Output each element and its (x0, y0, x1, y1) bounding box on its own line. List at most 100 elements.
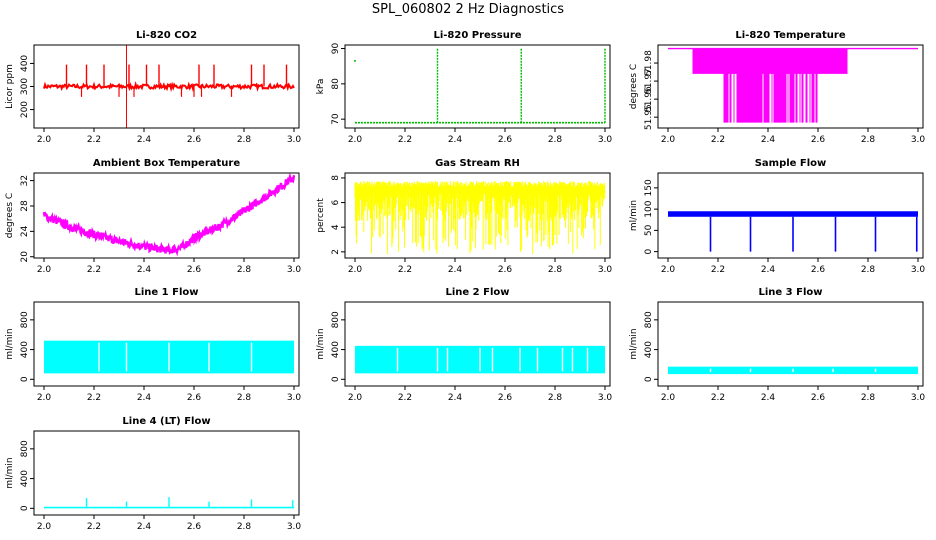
y-tick-label: 6 (331, 199, 341, 205)
y-tick-label: 90 (331, 43, 341, 55)
x-tick-label: 2.2 (398, 135, 412, 145)
y-tick-label: 0 (20, 376, 30, 382)
panel-pressure: Li-820 Pressure 2.0 2.2 2.4 2.6 2.8 3.0 70 80 90 k… (316, 30, 612, 145)
panel-rh: Gas Stream RH 2.0 2.2 2.4 2.6 2.8 3.0 2 4 6 8 perce… (316, 158, 612, 275)
x-tick-label: 2.0 (661, 265, 676, 275)
panel-title: Line 2 Flow (446, 287, 510, 298)
co2-series (43, 80, 295, 93)
box-temp-series (42, 173, 296, 257)
x-tick-label: 2.2 (711, 393, 725, 403)
y-axis-label: ml/min (316, 328, 326, 359)
y-tick-label: 70 (331, 113, 341, 125)
x-tick-label: 2.6 (811, 393, 826, 403)
x-tick-label: 2.8 (237, 522, 252, 532)
x-tick-label: 2.2 (711, 135, 725, 145)
panel-title: Li-820 CO2 (136, 30, 197, 41)
x-tick-label: 2.6 (498, 265, 513, 275)
x-tick-label: 2.4 (448, 393, 463, 403)
data-layer (43, 45, 295, 128)
x-tick-label: 2.4 (761, 393, 776, 403)
data-layer (44, 497, 294, 509)
x-tick-label: 2.8 (861, 393, 876, 403)
x-tick-label: 2.8 (861, 135, 876, 145)
y-axis-label: ml/min (629, 200, 639, 231)
x-tick-label: 2.0 (37, 393, 52, 403)
x-tick-label: 2.4 (137, 265, 152, 275)
x-tick-label: 3.0 (287, 135, 302, 145)
plot-frame (33, 172, 300, 259)
y-tick-label: 50 (644, 224, 654, 236)
y-tick-label: 28 (20, 200, 30, 212)
x-tick-label: 2.8 (237, 135, 252, 145)
x-tick-label: 2.4 (137, 393, 152, 403)
data-layer (354, 181, 606, 255)
y-axis-label: Licor ppm (5, 64, 15, 109)
x-tick-label: 2.4 (448, 265, 463, 275)
plot-frame (344, 44, 611, 129)
panel-title: Ambient Box Temperature (93, 158, 240, 169)
x-tick-label: 2.4 (761, 135, 776, 145)
panel-line2: Line 2 Flow 2.0 2.2 2.4 2.6 2.8 3.0 0 400 800 ml/m… (316, 287, 612, 403)
x-tick-label: 2.8 (237, 265, 252, 275)
y-axis-label: kPa (316, 79, 326, 95)
data-layer (668, 47, 918, 123)
y-tick-label: 0 (20, 505, 30, 511)
x-tick-label: 2.0 (348, 265, 363, 275)
y-tick-label: 80 (331, 78, 341, 90)
y-tick-label: 800 (20, 311, 30, 328)
x-tick-label: 3.0 (598, 265, 613, 275)
plot-frame (657, 44, 924, 129)
y-tick-label: 2 (331, 249, 341, 255)
x-tick-label: 3.0 (911, 135, 926, 145)
x-tick-label: 2.2 (87, 522, 101, 532)
x-tick-label: 3.0 (911, 265, 926, 275)
y-tick-label: 51.95 (644, 104, 654, 130)
y-axis-label: ml/min (629, 328, 639, 359)
data-layer (668, 211, 918, 252)
y-axis-label: degrees C (5, 193, 15, 238)
x-tick-label: 3.0 (287, 522, 302, 532)
x-tick-label: 2.6 (811, 265, 826, 275)
x-tick-label: 2.0 (661, 135, 676, 145)
data-layer (355, 345, 605, 374)
panel-licor_temp: Li-820 Temperature 2.0 2.2 2.4 2.6 2.8 3.0 51.9… (629, 30, 925, 145)
plot-frame (33, 301, 300, 387)
y-tick-label: 400 (20, 341, 30, 358)
y-tick-label: 0 (644, 376, 654, 382)
x-tick-label: 2.0 (37, 265, 52, 275)
x-tick-label: 3.0 (287, 265, 302, 275)
figure-title: SPL_060802 2 Hz Diagnostics (371, 2, 565, 17)
x-tick-label: 3.0 (598, 393, 613, 403)
x-tick-label: 2.0 (661, 393, 676, 403)
x-tick-label: 2.8 (548, 393, 563, 403)
y-tick-label: 4 (331, 224, 341, 230)
y-tick-label: 0 (644, 248, 654, 254)
x-tick-label: 2.4 (137, 135, 152, 145)
panel-title: Line 1 Flow (135, 287, 199, 298)
pressure-outlier (354, 59, 356, 62)
panel-box_temp: Ambient Box Temperature 2.0 2.2 2.4 2.6 2.8 3.… (5, 158, 301, 275)
panel-title: Line 4 (LT) Flow (122, 416, 210, 427)
panel-title: Li-820 Pressure (433, 30, 521, 41)
panel-line4: Line 4 (LT) Flow 2.0 2.2 2.4 2.6 2.8 3.0 0 400 80… (5, 416, 301, 532)
x-tick-label: 2.2 (87, 135, 101, 145)
x-tick-label: 2.6 (187, 393, 202, 403)
x-tick-label: 2.6 (187, 522, 202, 532)
y-tick-label: 400 (331, 341, 341, 358)
x-tick-label: 3.0 (911, 393, 926, 403)
x-tick-label: 2.2 (87, 265, 101, 275)
x-tick-label: 2.2 (398, 265, 412, 275)
x-tick-label: 2.2 (711, 265, 725, 275)
x-tick-label: 2.0 (37, 135, 52, 145)
x-tick-label: 2.6 (187, 265, 202, 275)
data-layer (668, 366, 918, 375)
panel-line3: Line 3 Flow 2.0 2.2 2.4 2.6 2.8 3.0 0 400 800 ml/m… (629, 287, 925, 403)
x-tick-label: 2.6 (498, 393, 513, 403)
y-tick-label: 51.96 (644, 86, 654, 112)
y-tick-label: 800 (644, 311, 654, 328)
y-axis-label: ml/min (5, 328, 15, 359)
y-tick-label: 32 (20, 175, 30, 186)
y-tick-label: 800 (331, 311, 341, 328)
x-tick-label: 2.6 (187, 135, 202, 145)
